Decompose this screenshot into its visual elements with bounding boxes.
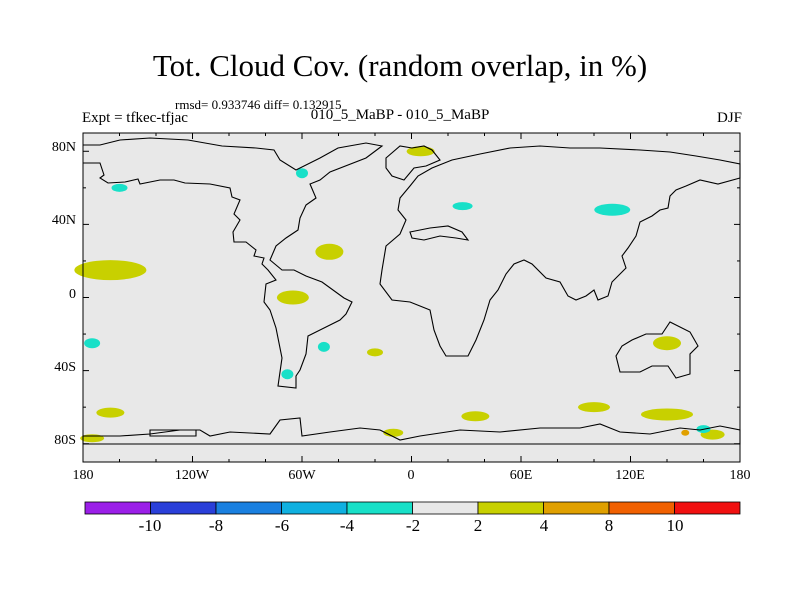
colorbar-label: 10: [666, 516, 684, 535]
colorbar-label: 8: [604, 516, 614, 535]
x-tick-label: 120W: [174, 468, 210, 483]
anomaly-region: [96, 407, 125, 418]
anomaly-region: [681, 429, 690, 436]
plot-title: Tot. Cloud Cov. (random overlap, in %): [152, 48, 648, 83]
anomaly-region: [317, 341, 330, 352]
x-tick-label: 60E: [509, 468, 533, 483]
colorbar-swatch: [215, 501, 282, 515]
colorbar-swatch: [674, 501, 741, 515]
season-label: DJF: [716, 110, 742, 126]
colorbar-label: -4: [339, 516, 355, 535]
y-tick-label: 0: [69, 287, 76, 302]
anomaly-region: [74, 260, 147, 281]
x-tick-label: 60W: [288, 468, 316, 483]
colorbar-label: 4: [539, 516, 549, 535]
anomaly-region: [315, 243, 344, 260]
coastline-mediterranean: [409, 225, 470, 241]
anomaly-region: [578, 402, 610, 413]
map-ocean-background: [83, 133, 740, 462]
colorbar-swatch: [281, 501, 348, 515]
coastline-north-america: [83, 137, 384, 389]
anomaly-region: [594, 203, 631, 216]
colorbar-swatch: [412, 501, 479, 515]
x-tick-label: 0: [407, 468, 415, 483]
colorbar-label: -10: [138, 516, 162, 535]
colorbar-swatch: [346, 501, 413, 515]
colorbar-swatch: [150, 501, 217, 515]
anomaly-region: [653, 336, 681, 351]
coastline-antarctic-peninsula: [149, 429, 197, 437]
coastline-antarctica: [82, 417, 741, 445]
coastline-eurasia-africa: [379, 145, 741, 357]
colorbar-label: -2: [405, 516, 421, 535]
experiment-label: Expt = tfkec-tfjac: [82, 110, 188, 126]
anomaly-region: [383, 428, 404, 437]
colorbar-swatch: [543, 501, 610, 515]
x-tick-label: 180: [72, 468, 94, 483]
axis-ticks: [82, 133, 741, 462]
colorbar-label: -8: [208, 516, 224, 535]
anomaly-regions: [74, 146, 725, 443]
anomaly-region: [84, 338, 101, 349]
colorbar-swatch: [608, 501, 675, 515]
anomaly-region: [296, 168, 308, 179]
colorbar-swatch: [477, 501, 544, 515]
coastline-greenland: [385, 145, 441, 181]
colorbar-swatch: [84, 501, 151, 515]
y-tick-label: 40N: [51, 213, 76, 228]
y-tick-label: 40S: [54, 360, 76, 375]
anomaly-region: [276, 290, 309, 305]
y-tick-label: 80N: [51, 140, 76, 155]
y-tick-label: 80S: [54, 433, 76, 448]
coastline-australia: [615, 321, 699, 379]
anomaly-region: [281, 369, 294, 380]
rmsd-diff-stats: rmsd= 0.933746 diff= 0.132915: [175, 97, 342, 112]
anomaly-region: [452, 202, 473, 211]
anomaly-region: [80, 434, 105, 443]
anomaly-region: [406, 146, 435, 157]
coastlines: [82, 137, 741, 445]
anomaly-region: [641, 408, 693, 421]
x-tick-label: 120E: [615, 468, 645, 483]
colorbar: [84, 501, 741, 515]
x-tick-label: 180: [729, 468, 751, 483]
plot-subtitle: 010_5_MaBP - 010_5_MaBP: [310, 107, 490, 123]
colorbar-label: -6: [274, 516, 290, 535]
anomaly-region: [461, 411, 490, 422]
anomaly-region: [367, 348, 383, 357]
anomaly-region: [111, 183, 128, 192]
colorbar-label: 2: [473, 516, 483, 535]
